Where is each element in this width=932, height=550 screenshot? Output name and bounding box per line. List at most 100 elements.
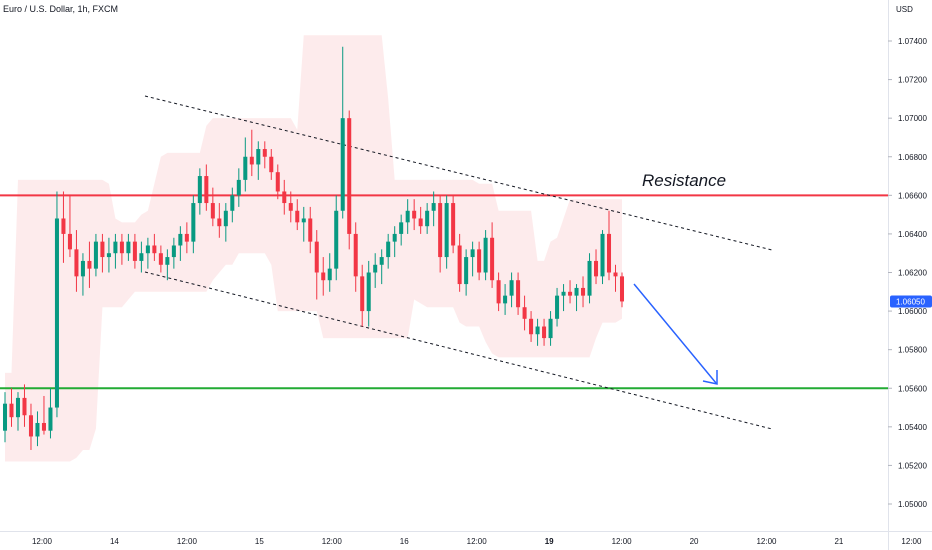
candle [619, 272, 625, 308]
candle-body [158, 253, 163, 265]
candle-body [353, 233, 358, 277]
x-tick-label: 12:00 [901, 537, 922, 546]
candle [165, 249, 170, 281]
candle-body [561, 291, 566, 296]
projection-arrow-shaft [633, 283, 717, 384]
candle [438, 195, 443, 273]
x-tick-label: 14 [110, 537, 119, 546]
candle [477, 241, 482, 281]
candle-body [197, 176, 202, 204]
candle [22, 384, 27, 427]
candle-body [145, 245, 150, 254]
x-tick-label: 12:00 [612, 537, 633, 546]
candle [178, 226, 183, 261]
candle [61, 191, 66, 263]
candle [457, 233, 462, 292]
candle [184, 222, 189, 254]
candle-body [594, 260, 599, 277]
candle [444, 195, 449, 269]
candle-body [282, 191, 287, 204]
x-tick-label: 12:00 [756, 537, 777, 546]
candle-body [574, 287, 579, 296]
x-tick-label: 20 [690, 537, 699, 546]
x-tick-label: 15 [255, 537, 264, 546]
x-tick-label: 12:00 [32, 537, 53, 546]
candle [321, 257, 326, 296]
candle [529, 311, 534, 342]
candle-body [548, 318, 553, 339]
candle-body [2, 403, 8, 431]
candle [496, 272, 501, 312]
x-tick-label: 21 [834, 537, 843, 546]
candle-body [555, 295, 560, 319]
candle [600, 230, 605, 285]
candle-body [321, 272, 326, 281]
currency-label: USD [896, 5, 913, 14]
symbol-title: Euro / U.S. Dollar, 1h, FXCM [3, 4, 119, 14]
candle [373, 253, 378, 288]
candle [41, 395, 46, 435]
candle-body [35, 422, 40, 437]
candle-body [230, 195, 235, 211]
candle [561, 284, 566, 312]
current-price-badge-bg [890, 295, 932, 308]
candle-body [366, 272, 371, 312]
candle-body [334, 210, 339, 269]
current-price-badge: 1.06050 [890, 295, 932, 308]
candle-body [48, 407, 53, 431]
price-axis[interactable]: 1.07400 1.07200 1.07000 1.06800 1.06600 1.064… [888, 37, 927, 509]
candle-body [87, 260, 92, 269]
candle-body [204, 176, 209, 204]
candle-body [613, 272, 618, 277]
candle-body [80, 260, 85, 277]
candle-body [340, 118, 345, 211]
candle [574, 284, 579, 312]
candle [191, 195, 196, 254]
x-tick-label: 12:00 [467, 537, 488, 546]
x-tick-label: 16 [400, 537, 409, 546]
candle-body [425, 210, 430, 227]
candle-body [606, 233, 612, 273]
candle [503, 284, 508, 315]
candle-body [288, 203, 293, 211]
candle [347, 110, 352, 250]
candle [594, 249, 599, 285]
y-tick-label: 1.06200 [898, 269, 927, 278]
candle [139, 241, 144, 273]
candle-body [587, 260, 592, 296]
candle-body [171, 245, 176, 258]
projection-arrow[interactable] [633, 283, 718, 385]
candle [353, 222, 358, 292]
candle [483, 230, 488, 281]
candle-body [191, 203, 196, 242]
candle-body [477, 249, 482, 273]
candle [613, 264, 618, 292]
candle-body [392, 233, 397, 242]
candle [568, 280, 573, 304]
candle [217, 203, 222, 238]
candle [314, 230, 319, 300]
candle [93, 233, 98, 277]
y-tick-label: 1.05400 [898, 423, 927, 432]
y-tick-label: 1.06600 [898, 191, 927, 200]
candle-body [269, 156, 274, 173]
candle-body [178, 233, 183, 246]
candle-body [15, 397, 21, 418]
candle [405, 199, 410, 234]
time-axis[interactable]: 12:00 14 12:00 15 12:00 16 12:00 19 12:00 20 12:00… [32, 537, 922, 546]
candle-body [295, 210, 300, 223]
candle [535, 318, 540, 346]
x-tick-label: 19 [545, 537, 554, 546]
candle [171, 237, 176, 269]
candle [606, 210, 612, 281]
candle [87, 241, 92, 288]
candle [223, 203, 228, 242]
candle-body [256, 149, 261, 165]
candle [256, 141, 261, 180]
candle [451, 195, 456, 254]
candle-body [373, 264, 378, 273]
candle [15, 392, 21, 431]
candle-body [152, 245, 157, 254]
candle-body [210, 203, 215, 219]
